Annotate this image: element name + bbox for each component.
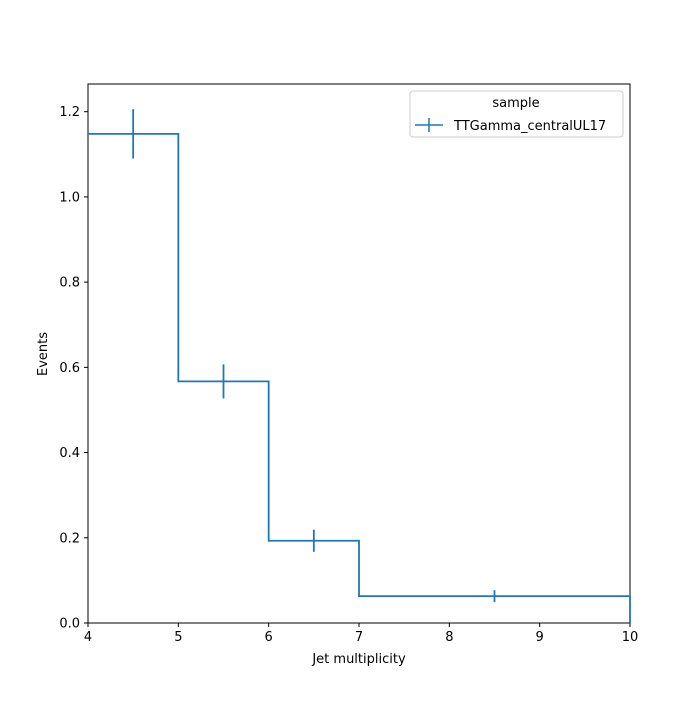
- y-tick-label: 0.8: [59, 276, 80, 291]
- y-tick-label: 1.2: [59, 105, 80, 120]
- y-axis-label: Events: [36, 332, 51, 376]
- x-tick-label: 9: [536, 630, 544, 645]
- y-tick-label: 0.4: [59, 446, 80, 461]
- legend-title: sample: [492, 96, 539, 111]
- y-tick-label: 0.0: [59, 617, 80, 632]
- histogram-step-line: [88, 132, 631, 623]
- x-axis-label: Jet multiplicity: [311, 652, 406, 667]
- y-tick-label: 1.0: [59, 190, 80, 205]
- x-tick-label: 6: [265, 630, 273, 645]
- y-tick-label: 0.2: [59, 531, 80, 546]
- legend-entry-label: TTGamma_centralUL17: [453, 119, 606, 134]
- legend-box: [409, 90, 624, 138]
- y-axis: 0.0 0.2 0.4 0.6 0.8 1.0 1.2: [59, 105, 88, 632]
- x-tick-label: 10: [622, 630, 639, 645]
- x-tick-label: 7: [355, 630, 363, 645]
- x-tick-label: 4: [84, 630, 92, 645]
- y-tick-label: 0.6: [59, 361, 80, 376]
- series-layer: [88, 109, 631, 623]
- x-tick-label: 5: [174, 630, 182, 645]
- x-axis: 4 5 6 7 8 9 10: [84, 623, 638, 645]
- x-tick-label: 8: [445, 630, 453, 645]
- legend: sample TTGamma_centralUL17: [409, 90, 624, 138]
